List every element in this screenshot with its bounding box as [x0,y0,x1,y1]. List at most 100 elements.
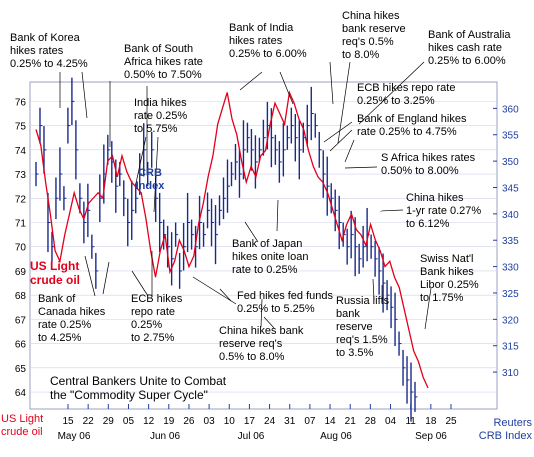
crb-series-line [35,90,429,389]
x-tick-label: 29 [103,416,115,427]
left-tick-label: 76 [15,97,27,108]
right-tick-label: 320 [502,315,519,326]
leader-line [329,129,353,152]
x-tick-label: 10 [224,416,236,427]
left-tick-label: 68 [15,291,27,302]
annotation-leader-lines [59,61,432,330]
x-tick-label: 15 [62,416,74,427]
plot-frame [29,81,498,410]
leader-line [260,298,263,328]
leader-line [102,261,110,295]
crb-series-label: CRB Index [136,167,166,192]
x-tick-label: 18 [425,416,437,427]
left-tick-label: 74 [15,146,27,157]
leader-line [192,276,237,305]
x-tick-label: 19 [163,416,175,427]
left-tick-label: 65 [15,364,27,375]
x-tick-label: 28 [365,416,377,427]
leader-line [239,71,263,91]
right-tick-label: 345 [502,183,519,194]
left-tick-label: 71 [15,218,27,229]
left-tick-label: 64 [15,388,27,399]
leader-line [329,61,334,105]
x-month-label: Aug 06 [320,431,352,442]
leader-line [219,288,232,302]
leader-line [344,166,378,169]
right-tick-label: 360 [502,104,519,115]
annotation-text: China hikes 1-yr rate 0.27% to 6.12% [406,192,481,230]
x-tick-label: 31 [284,416,296,427]
x-tick-label: 11 [405,416,416,427]
x-tick-label: 03 [204,416,216,427]
x-month-label: Jun 06 [150,431,180,442]
leader-line [323,121,353,143]
x-tick-label: 05 [123,416,135,427]
left-tick-label: 72 [15,194,27,205]
x-tick-label: 26 [183,416,195,427]
annotation-text: Bank of Japan hikes onite loan rate to 0.2… [232,238,308,276]
left-tick-label: 70 [15,243,27,254]
annotations: Bank of Korea hikes rates 0.25% to 4.25% Ba… [10,10,511,363]
leader-line [279,71,294,105]
annotation-text: Swiss Nat'l Bank hikes Libor 0.25% to 1.75% [420,253,479,304]
right-tick-label: 350 [502,157,519,168]
left-tick-label: 69 [15,267,27,278]
x-tick-label: 12 [143,416,155,427]
leader-line [372,278,375,301]
leader-line [344,139,355,163]
leader-line [244,221,259,243]
leader-line [84,255,96,297]
annotation-text: Bank of Canada hikes rate 0.25% to 4.25% [38,293,106,344]
x-month-label: May 06 [58,431,91,442]
annotation-text: ECB hikes repo rate 0.25% to 2.75% [131,293,183,344]
x-tick-label: 21 [345,416,357,427]
leader-line [337,61,351,144]
leader-line [358,61,425,125]
leader-line [263,316,275,329]
left-tick-label: 75 [15,122,27,133]
leader-line [379,209,404,212]
annotation-text: Bank of Korea hikes rates 0.25% to 4.25% [10,32,88,70]
left-axis-ticks: 64 65 66 67 68 69 70 71 72 73 74 75 76 [15,97,27,399]
right-tick-label: 330 [502,263,519,274]
right-tick-label: 340 [502,210,519,221]
left-tick-label: 67 [15,315,27,326]
leader-line [135,136,147,184]
x-tick-label: 17 [244,416,256,427]
x-tick-label: 22 [83,416,95,427]
right-tick-label: 315 [502,342,519,353]
right-tick-label: 335 [502,236,519,247]
annotation-text: Bank of England hikes rate 0.25% to 4.75% [357,113,467,138]
leader-line [276,199,279,232]
annotation-text: China hikes bank reserve req's 0.5% to 8.0… [219,325,304,363]
oil-series-label: US Light crude oil [30,259,80,287]
annotation-text: Fed hikes fed funds 0.25% to 5.25% [237,290,334,315]
annotation-text: ECB hikes repo rate 0.25% to 3.25% [357,82,455,107]
x-axis-day-ticks: 15 22 29 05 12 19 26 03 10 17 24 31 07 14 21 28 04 11 18 25 [62,404,457,427]
left-tick-label: 66 [15,340,27,351]
leader-line [153,136,159,213]
annotation-text: S Africa hikes rates 0.50% to 8.00% [381,152,476,177]
annotation-text: Bank of South Africa hikes rate 0.50% to 7… [124,43,203,81]
x-tick-label: 25 [445,416,457,427]
annotation-text: Bank of India hikes rates 0.25% to 6.00% [229,22,307,60]
right-tick-label: 355 [502,131,519,142]
left-axis-label: US Light crude oil [1,413,43,438]
x-tick-label: 07 [304,416,316,427]
x-month-label: Jul 06 [238,431,265,442]
right-tick-label: 325 [502,289,519,300]
x-axis-months: May 06 Jun 06 Jul 06 Aug 06 Sep 06 [58,431,448,442]
right-axis-ticks: 310 315 320 325 330 335 340 345 350 355 360 [493,104,519,379]
left-tick-label: 73 [15,170,27,181]
grid [30,101,497,393]
annotation-text: Bank of Australia hikes cash rate 0.25% to… [428,29,511,67]
leader-line [81,71,88,119]
annotation-text: China hikes bank reserve req's 0.5% to 8.0% [342,10,406,61]
right-axis-label: Reuters CRB Index [479,417,533,442]
x-tick-label: 24 [264,416,276,427]
x-month-label: Sep 06 [415,431,447,442]
x-tick-label: 14 [324,416,336,427]
leader-line [131,270,149,297]
